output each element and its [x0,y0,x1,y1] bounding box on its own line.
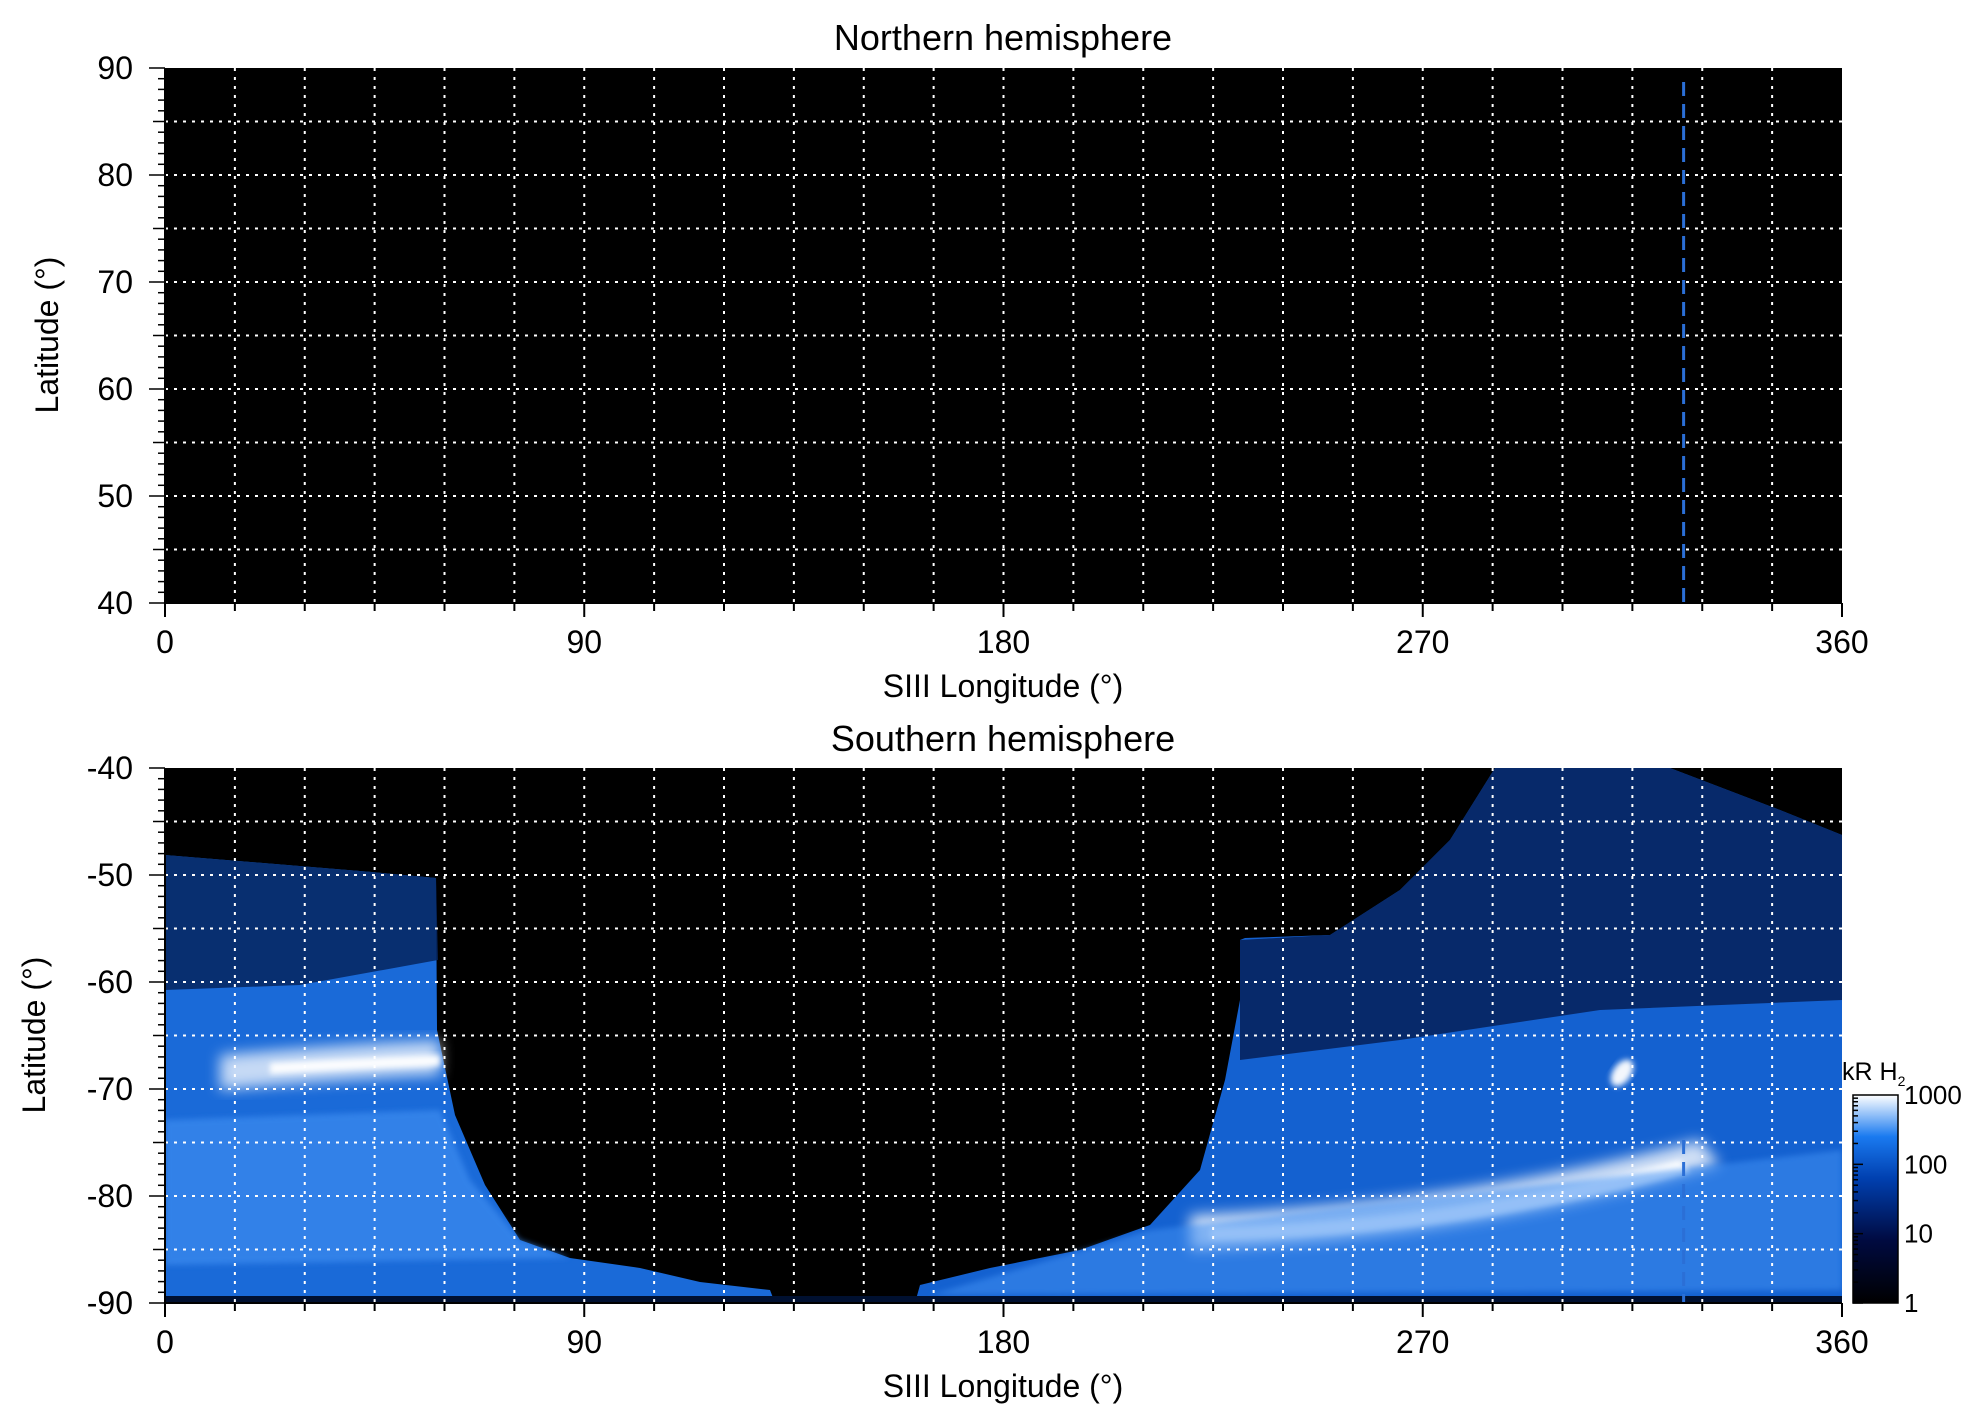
x-tick-label: 270 [1396,1324,1449,1360]
x-tick-label: 180 [977,1324,1030,1360]
x-tick-label: 270 [1396,624,1449,660]
colorbar-tick-label: 10 [1904,1219,1933,1249]
south-xlabel: SIII Longitude (°) [883,1368,1123,1404]
emission-right-low [930,1150,1842,1295]
colorbar-tick-label: 1000 [1904,1080,1962,1110]
y-tick-label: -60 [87,964,133,1000]
y-tick-label: -80 [87,1178,133,1214]
y-tick-label: 90 [97,50,133,86]
colorbar-gradient [1852,1094,1899,1304]
north-xlabel: SIII Longitude (°) [883,668,1123,704]
south-title: Southern hemisphere [831,718,1175,759]
y-tick-label: -50 [87,857,133,893]
x-tick-label: 0 [156,1324,174,1360]
colorbar-tick-label: 100 [1904,1149,1947,1179]
colorbar-label: kR H2 [1842,1058,1906,1089]
north-panel: Northern hemisphere 0 90 180 270 360 40 50 60 70… [29,17,1869,704]
south-axes: 0 90 180 270 360 -90 -80 -70 -60 -50 -40 [87,750,1869,1360]
colorbar-tick-label: 1 [1904,1288,1918,1318]
x-tick-label: 90 [566,1324,602,1360]
x-tick-label: 360 [1815,1324,1868,1360]
y-tick-label: 70 [97,264,133,300]
emission-right-dark [1240,768,1842,1060]
emission-left-band-core [270,1055,440,1074]
emission-bright-spot [1610,1059,1634,1087]
south-grid [165,768,1842,1303]
x-tick-label: 360 [1815,624,1868,660]
x-tick-label: 180 [977,624,1030,660]
north-grid [165,68,1842,603]
colorbar-ticks: 1 10 100 1000 [1853,1080,1962,1318]
south-panel: Southern hemisphere [16,718,1962,1404]
y-tick-label: 60 [97,371,133,407]
south-ylabel: Latitude (°) [16,957,52,1114]
north-title: Northern hemisphere [834,17,1172,58]
x-tick-label: 0 [156,624,174,660]
north-ylabel: Latitude (°) [29,257,65,414]
x-tick-label: 90 [566,624,602,660]
y-tick-label: -70 [87,1071,133,1107]
north-axes: 0 90 180 270 360 40 50 60 70 80 90 [97,50,1868,660]
y-tick-label: 80 [97,157,133,193]
y-tick-label: 50 [97,478,133,514]
y-tick-label: 40 [97,585,133,621]
emission-left-low [165,1110,570,1265]
emission-left-dark [165,855,438,990]
y-tick-label: -40 [87,750,133,786]
y-tick-label: -90 [87,1285,133,1321]
colorbar: kR H2 1 10 100 1000 [1842,1058,1962,1318]
